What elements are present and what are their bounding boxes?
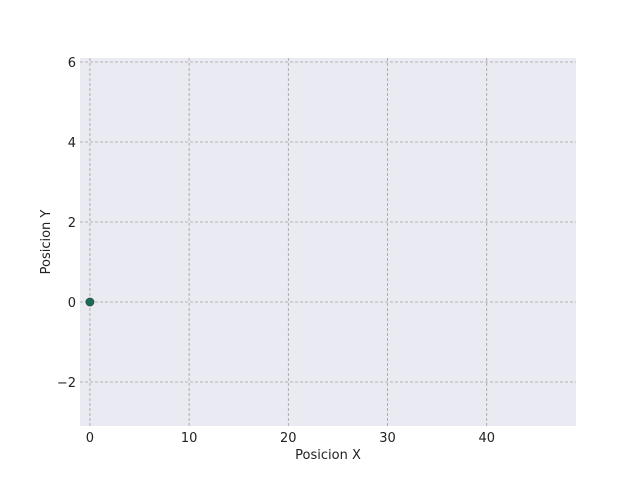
x-tick-label: 20 <box>280 431 297 446</box>
y-tick-labels: −2 0 2 4 6 <box>57 56 76 391</box>
plot-area <box>80 58 576 426</box>
y-tick-label: −2 <box>57 376 76 391</box>
x-tick-label: 40 <box>478 431 495 446</box>
y-tick-label: 0 <box>68 296 76 311</box>
x-tick-labels: 0 10 20 30 40 <box>86 431 495 446</box>
data-points <box>85 297 95 307</box>
x-tick-label: 0 <box>86 431 94 446</box>
y-axis-label: Posicion Y <box>39 210 54 275</box>
x-tick-label: 10 <box>181 431 198 446</box>
x-tick-label: 30 <box>379 431 396 446</box>
x-axis-label: Posicion X <box>295 448 361 463</box>
y-tick-label: 2 <box>68 216 76 231</box>
y-tick-label: 6 <box>68 56 76 71</box>
grid-lines <box>80 58 576 426</box>
data-point <box>85 297 95 307</box>
y-tick-label: 4 <box>68 136 76 151</box>
